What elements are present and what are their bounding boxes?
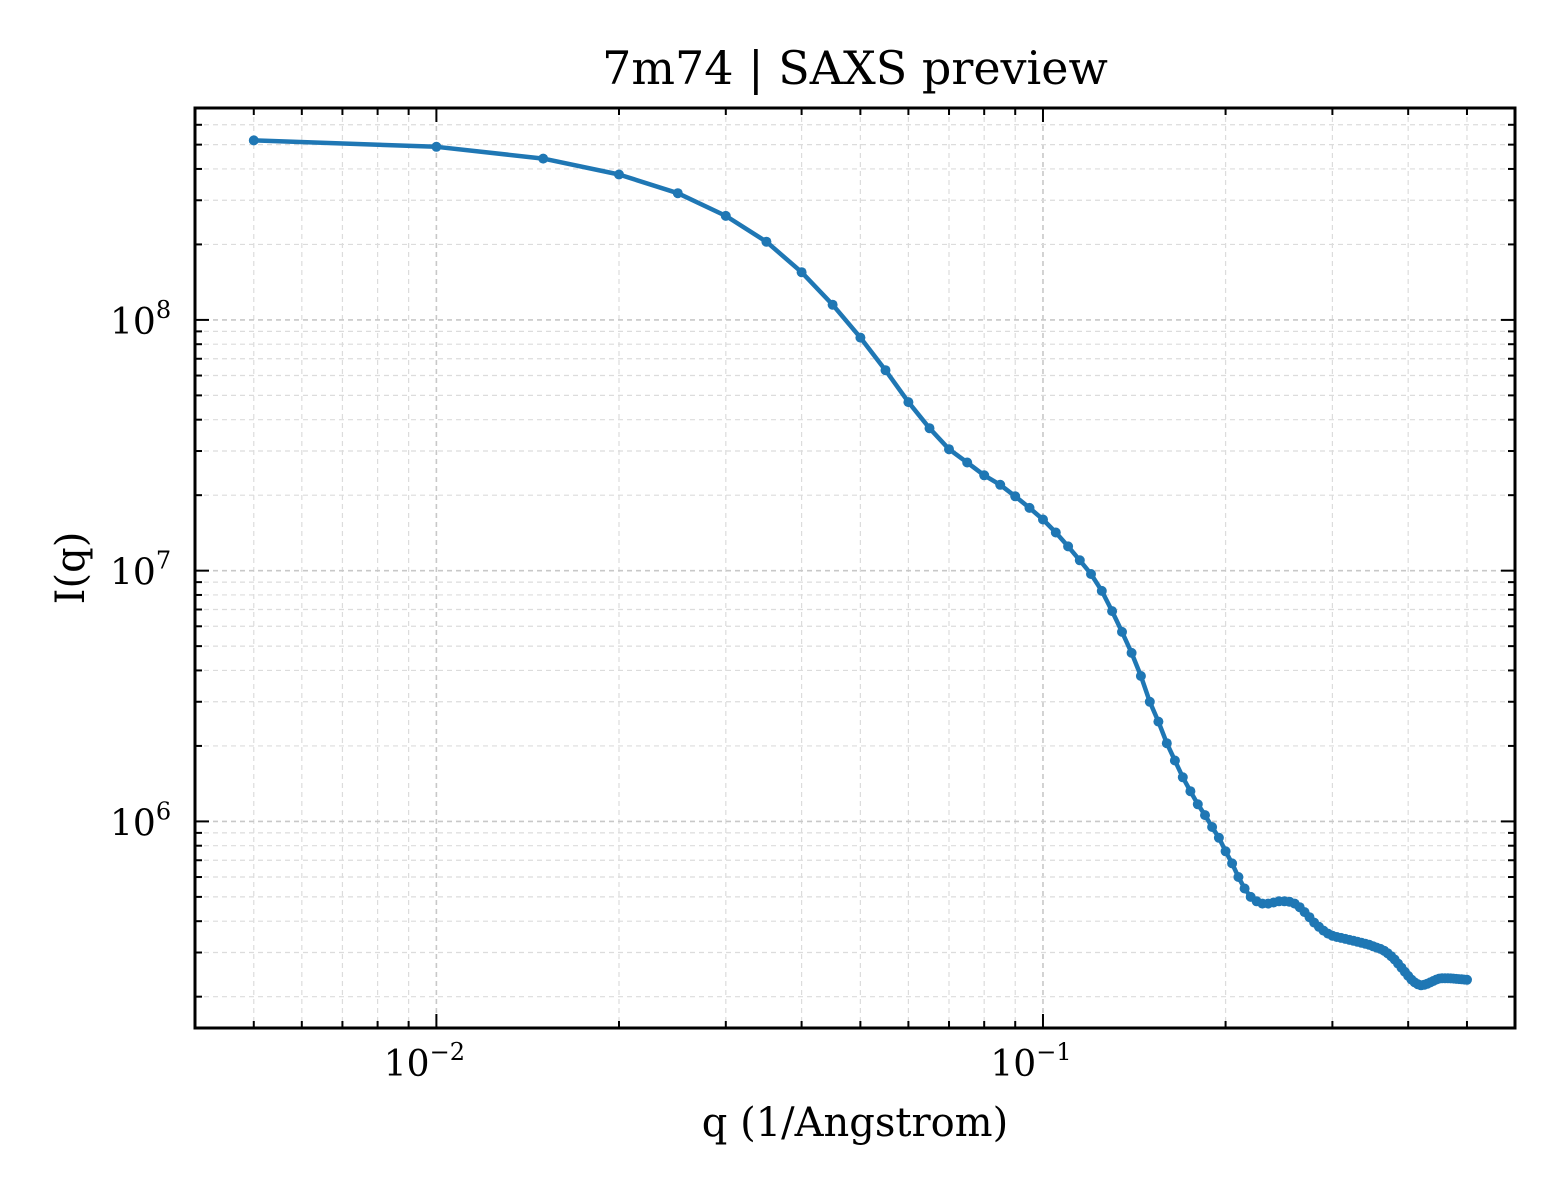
data-point bbox=[1169, 755, 1180, 766]
y-tick-label-base: 10 bbox=[110, 302, 156, 343]
data-point bbox=[248, 135, 259, 146]
data-point bbox=[1233, 872, 1244, 882]
data-point bbox=[1227, 858, 1238, 869]
data-point bbox=[1213, 832, 1224, 843]
data-point bbox=[995, 479, 1006, 490]
data-point bbox=[1126, 647, 1137, 658]
data-point bbox=[672, 188, 683, 199]
y-tick-label: 108 bbox=[110, 296, 171, 343]
data-point bbox=[1135, 671, 1146, 681]
x-tick-label-base: 10 bbox=[384, 1044, 430, 1085]
data-point bbox=[1024, 502, 1035, 513]
y-tick-label-base: 10 bbox=[110, 553, 156, 594]
data-point bbox=[1207, 822, 1218, 832]
data-point bbox=[1096, 585, 1107, 596]
data-point bbox=[1161, 738, 1172, 749]
y-axis-label: I(q) bbox=[48, 532, 94, 605]
data-point bbox=[1144, 696, 1155, 707]
chart-title: 7m74 | SAXS preview bbox=[602, 41, 1108, 95]
data-point bbox=[1074, 555, 1085, 566]
data-point bbox=[1185, 786, 1196, 797]
x-tick-label-base: 10 bbox=[990, 1044, 1036, 1085]
y-tick-label-exponent: 8 bbox=[156, 296, 171, 324]
y-tick-label-exponent: 6 bbox=[156, 797, 171, 825]
data-point bbox=[1107, 606, 1118, 617]
y-tick-label-exponent: 7 bbox=[156, 547, 171, 575]
data-point bbox=[1192, 799, 1203, 810]
data-point bbox=[1010, 491, 1021, 502]
data-point bbox=[796, 267, 807, 278]
data-point bbox=[538, 153, 549, 164]
ticks bbox=[194, 107, 1515, 1028]
data-point bbox=[1177, 772, 1188, 783]
data-point bbox=[924, 423, 935, 434]
data-point bbox=[1462, 974, 1472, 985]
data-point bbox=[1063, 541, 1074, 552]
data-point bbox=[1220, 846, 1231, 857]
series-layer bbox=[248, 135, 1472, 991]
data-point bbox=[1153, 716, 1164, 727]
x-tick-label: 10−2 bbox=[384, 1038, 465, 1085]
y-tick-label: 106 bbox=[110, 797, 171, 844]
x-tick-label: 10−1 bbox=[990, 1038, 1071, 1085]
data-point bbox=[827, 299, 838, 310]
data-point bbox=[720, 210, 731, 221]
y-tick-label: 107 bbox=[110, 547, 171, 594]
data-point bbox=[855, 332, 866, 343]
data-point bbox=[979, 470, 990, 481]
x-tick-label-exponent: −2 bbox=[430, 1038, 465, 1066]
data-point bbox=[1200, 810, 1210, 821]
data-point bbox=[614, 169, 624, 180]
data-point bbox=[1117, 626, 1127, 637]
data-point bbox=[1038, 514, 1048, 525]
data-point bbox=[944, 444, 954, 455]
x-tick-label-exponent: −1 bbox=[1036, 1038, 1071, 1066]
data-point bbox=[962, 457, 973, 468]
data-point bbox=[1050, 527, 1061, 538]
data-point bbox=[761, 236, 772, 247]
data-point bbox=[880, 365, 891, 376]
data-point bbox=[1239, 883, 1250, 894]
grid bbox=[194, 107, 1515, 1028]
data-point bbox=[903, 397, 914, 408]
plot-frame bbox=[193, 106, 1517, 1030]
data-point bbox=[1086, 569, 1096, 579]
x-axis-label: q (1/Angstrom) bbox=[702, 1100, 1008, 1146]
data-point bbox=[431, 141, 442, 152]
y-tick-label-base: 10 bbox=[110, 803, 156, 844]
